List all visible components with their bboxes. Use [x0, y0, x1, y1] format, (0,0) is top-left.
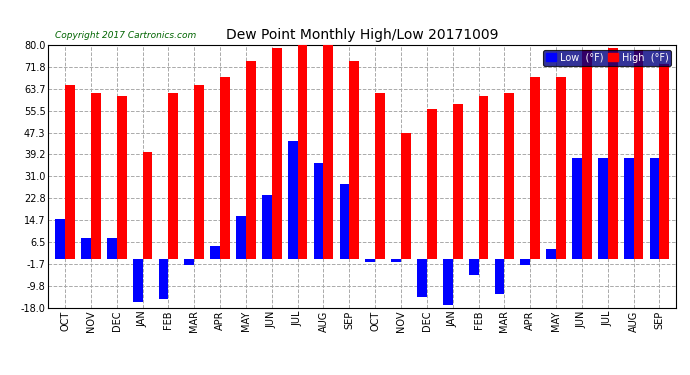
Bar	[91, 93, 101, 259]
Bar	[297, 40, 308, 259]
Bar	[453, 104, 462, 259]
Bar	[168, 93, 178, 259]
Bar	[556, 77, 566, 259]
Bar	[365, 259, 375, 262]
Bar	[107, 238, 117, 259]
Bar	[598, 158, 608, 259]
Bar	[391, 259, 401, 262]
Legend: Low  (°F), High  (°F): Low (°F), High (°F)	[543, 50, 671, 66]
Bar	[184, 259, 195, 265]
Bar	[220, 77, 230, 259]
Bar	[65, 85, 75, 259]
Bar	[633, 50, 643, 259]
Bar	[324, 45, 333, 259]
Bar	[649, 158, 660, 259]
Bar	[81, 238, 91, 259]
Bar	[660, 64, 669, 259]
Bar	[288, 141, 297, 259]
Bar	[530, 77, 540, 259]
Bar	[272, 48, 282, 259]
Bar	[520, 259, 530, 265]
Bar	[339, 184, 349, 259]
Title: Dew Point Monthly High/Low 20171009: Dew Point Monthly High/Low 20171009	[226, 28, 498, 42]
Bar	[479, 96, 489, 259]
Text: Copyright 2017 Cartronics.com: Copyright 2017 Cartronics.com	[55, 31, 196, 40]
Bar	[117, 96, 126, 259]
Bar	[143, 152, 152, 259]
Bar	[236, 216, 246, 259]
Bar	[132, 259, 143, 302]
Bar	[495, 259, 504, 294]
Bar	[624, 158, 633, 259]
Bar	[417, 259, 427, 297]
Bar	[582, 50, 592, 259]
Bar	[401, 134, 411, 259]
Bar	[572, 158, 582, 259]
Bar	[427, 109, 437, 259]
Bar	[195, 85, 204, 259]
Bar	[608, 48, 618, 259]
Bar	[314, 163, 324, 259]
Bar	[159, 259, 168, 300]
Bar	[546, 249, 556, 259]
Bar	[375, 93, 385, 259]
Bar	[469, 259, 479, 275]
Bar	[504, 93, 514, 259]
Bar	[210, 246, 220, 259]
Bar	[262, 195, 272, 259]
Bar	[55, 219, 65, 259]
Bar	[349, 61, 359, 259]
Bar	[443, 259, 453, 305]
Bar	[246, 61, 256, 259]
